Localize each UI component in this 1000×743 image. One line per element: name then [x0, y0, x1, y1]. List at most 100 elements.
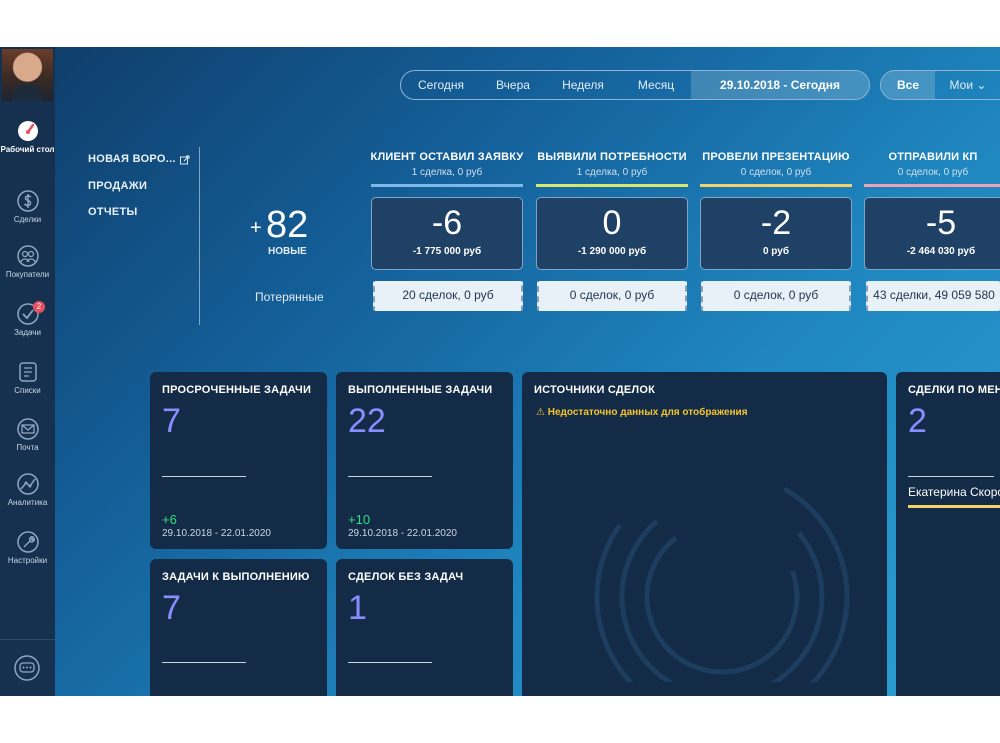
stage-value: -6: [431, 204, 463, 242]
stage-card[interactable]: 0 -1 290 000 руб: [536, 197, 688, 270]
manager-bar: [908, 505, 1000, 508]
divider: [348, 476, 432, 477]
stage-lost-box[interactable]: 20 сделок, 0 руб: [373, 281, 523, 311]
speedometer-icon: [16, 119, 40, 143]
stage-color-line: [536, 184, 688, 187]
sidebar-item-deals[interactable]: Сделки: [0, 189, 55, 224]
owner-all[interactable]: Все: [881, 71, 935, 99]
stage-sum: -2 464 030 руб: [906, 246, 976, 257]
sidebar-item-label: Почта: [16, 443, 39, 452]
stage-subtitle: 1 сделка, 0 руб: [576, 167, 648, 178]
sidebar-item-label: Аналитика: [7, 498, 48, 507]
divider: [908, 476, 994, 477]
list-icon: [16, 360, 40, 384]
period-week[interactable]: Неделя: [562, 78, 604, 92]
widget-value: 2: [908, 402, 927, 440]
widget-title: ИСТОЧНИКИ СДЕЛОК: [534, 384, 655, 396]
divider: [348, 662, 432, 663]
widget-tasks-to-do[interactable]: ЗАДАЧИ К ВЫПОЛНЕНИЮ 7: [150, 559, 327, 696]
stage-card[interactable]: -6 -1 775 000 руб: [371, 197, 523, 270]
stage-subtitle: 0 сделок, 0 руб: [740, 167, 812, 178]
wrench-icon: [16, 530, 40, 554]
new-deals-plus: +: [250, 217, 262, 239]
sidebar-item-label: Настройки: [7, 556, 48, 565]
dashboard: Рабочий стол Сделки Покупатели Задачи 2: [0, 47, 1000, 696]
widget-title: ЗАДАЧИ К ВЫПОЛНЕНИЮ: [162, 571, 310, 583]
stage-title: ВЫЯВИЛИ ПОТРЕБНОСТИ: [537, 151, 687, 163]
stage-title: КЛИЕНТ ОСТАВИЛ ЗАЯВКУ: [370, 151, 524, 163]
stage-value: -2: [760, 204, 792, 242]
stage-subtitle: 1 сделка, 0 руб: [411, 167, 483, 178]
sidebar-item-lists[interactable]: Списки: [0, 360, 55, 395]
analytics-icon: [16, 472, 40, 496]
stage-title: ПРОВЕЛИ ПРЕЗЕНТАЦИЮ: [702, 151, 850, 163]
widget-overdue-tasks[interactable]: ПРОСРОЧЕННЫЕ ЗАДАЧИ 7 +6 29.10.2018 - 22…: [150, 372, 327, 549]
no-data-warning: ⚠ Недостаточно данных для отображения: [536, 407, 748, 418]
widget-value: 7: [162, 589, 181, 627]
stage-title: ОТПРАВИЛИ КП: [888, 151, 978, 163]
dollar-icon: [16, 189, 40, 213]
stage-card[interactable]: -2 0 руб: [700, 197, 852, 270]
widget-title: ПРОСРОЧЕННЫЕ ЗАДАЧИ: [162, 384, 312, 396]
owner-mine-label: Мои: [949, 78, 974, 92]
pipeline-new-funnel[interactable]: НОВАЯ ВОРО...: [88, 153, 176, 165]
sidebar-item-label: Задачи: [14, 328, 41, 337]
widget-title: СДЕЛКИ ПО МЕНЕ: [908, 384, 1000, 396]
empty-chart-rings: [594, 469, 850, 682]
widget-deal-sources[interactable]: ИСТОЧНИКИ СДЕЛОК ⚠ Недостаточно данных д…: [522, 372, 887, 696]
sidebar-item-tasks[interactable]: Задачи: [0, 302, 55, 337]
stage-lost-box[interactable]: 43 сделки, 49 059 580: [866, 281, 1000, 311]
owner-mine[interactable]: Мои ⌄: [935, 71, 1000, 99]
sidebar-item-analytics[interactable]: Аналитика: [0, 472, 55, 507]
widget-title: ВЫПОЛНЕННЫЕ ЗАДАЧИ: [348, 384, 493, 396]
period-yesterday[interactable]: Вчера: [496, 78, 530, 92]
divider: [162, 662, 246, 663]
widget-delta: +10: [348, 512, 371, 527]
divider: [199, 147, 200, 325]
customers-icon: [16, 244, 40, 268]
sidebar-item-desktop[interactable]: Рабочий стол: [0, 119, 55, 154]
widget-title: СДЕЛОК БЕЗ ЗАДАЧ: [348, 571, 464, 583]
period-filter: Сегодня Вчера Неделя Месяц 29.10.2018 - …: [400, 70, 870, 100]
sidebar: Рабочий стол Сделки Покупатели Задачи 2: [0, 47, 55, 696]
stage-card[interactable]: -5 -2 464 030 руб: [864, 197, 1000, 270]
period-custom-range[interactable]: 29.10.2018 - Сегодня: [691, 71, 869, 99]
sidebar-item-label: Сделки: [13, 215, 42, 224]
tasks-badge: 2: [33, 301, 45, 313]
sidebar-item-label: Списки: [14, 386, 41, 395]
widget-deals-without-tasks[interactable]: СДЕЛОК БЕЗ ЗАДАЧ 1: [336, 559, 513, 696]
owner-filter: Все Мои ⌄: [880, 70, 1000, 100]
stage-sum: -1 290 000 руб: [577, 246, 647, 257]
sidebar-item-label: Покупатели: [5, 270, 50, 279]
period-month[interactable]: Месяц: [637, 78, 675, 92]
lost-deals-label: Потерянные: [255, 290, 324, 304]
sidebar-item-settings[interactable]: Настройки: [0, 530, 55, 565]
pipeline-reports[interactable]: ОТЧЕТЫ: [88, 206, 138, 218]
widget-range: 29.10.2018 - 22.01.2020: [348, 528, 457, 539]
stage-color-line: [371, 184, 523, 187]
chevron-down-icon: ⌄: [976, 78, 987, 92]
stage-value: -5: [925, 204, 957, 242]
stage-subtitle: 0 сделок, 0 руб: [897, 167, 969, 178]
sidebar-divider: [0, 639, 55, 640]
widget-completed-tasks[interactable]: ВЫПОЛНЕННЫЕ ЗАДАЧИ 22 +10 29.10.2018 - 2…: [336, 372, 513, 549]
warning-text: Недостаточно данных для отображения: [547, 407, 748, 418]
widget-deals-by-manager[interactable]: СДЕЛКИ ПО МЕНЕ 2 Екатерина Скоро: [896, 372, 1000, 696]
external-link-icon[interactable]: [180, 152, 190, 165]
period-today[interactable]: Сегодня: [418, 78, 464, 92]
stage-lost-box[interactable]: 0 сделок, 0 руб: [701, 281, 851, 311]
chat-icon[interactable]: [13, 654, 41, 682]
widget-range: 29.10.2018 - 22.01.2020: [162, 528, 271, 539]
stage-value: 0: [602, 204, 622, 242]
warning-icon: ⚠: [536, 407, 545, 418]
sidebar-item-label: Рабочий стол: [0, 145, 55, 154]
pipeline-sales[interactable]: ПРОДАЖИ: [88, 180, 148, 192]
stage-color-line: [864, 184, 1000, 187]
sidebar-item-mail[interactable]: Почта: [0, 417, 55, 452]
manager-name: Екатерина Скоро: [908, 485, 1000, 499]
avatar[interactable]: [2, 49, 53, 101]
widget-value: 7: [162, 402, 181, 440]
widget-value: 22: [348, 402, 386, 440]
sidebar-item-customers[interactable]: Покупатели: [0, 244, 55, 279]
stage-lost-box[interactable]: 0 сделок, 0 руб: [537, 281, 687, 311]
